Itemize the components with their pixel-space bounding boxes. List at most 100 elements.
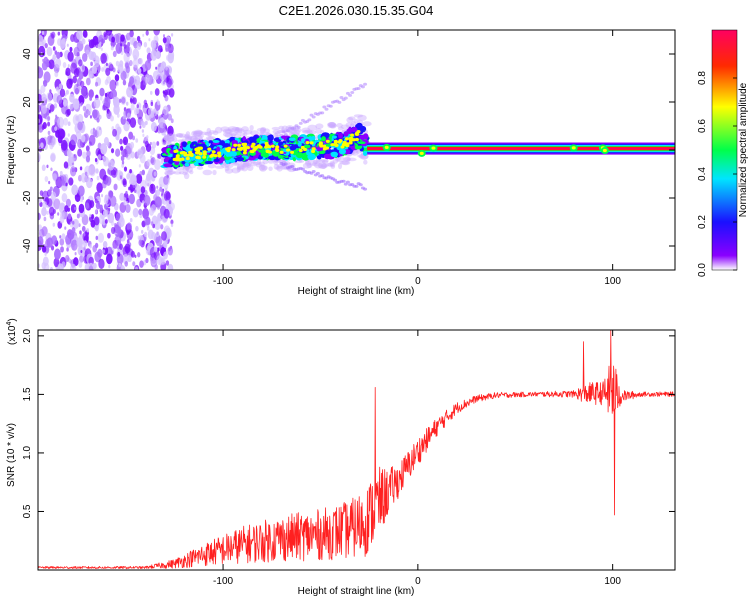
- trace-halo: [250, 130, 260, 136]
- noise-blob: [136, 148, 144, 159]
- noise-blob: [124, 243, 131, 254]
- noise-blob: [138, 57, 143, 65]
- trace-halo: [195, 130, 204, 135]
- trace-peak-blob: [267, 145, 272, 149]
- trace-halo: [233, 133, 242, 139]
- noise-blob: [102, 100, 105, 104]
- spectrogram-y-axis-label: Frequency (Hz): [6, 116, 17, 185]
- trace-halo: [212, 169, 217, 176]
- trace-halo: [258, 131, 265, 136]
- noise-blob: [167, 263, 174, 270]
- trace-halo: [311, 162, 321, 167]
- noise-blob: [38, 154, 41, 162]
- trace-halo: [222, 132, 233, 137]
- trace-core-blob: [213, 158, 220, 163]
- trace-halo: [164, 172, 173, 176]
- clean-trace-knot: [384, 145, 389, 149]
- trace-halo: [302, 129, 311, 134]
- snr-panel: -100 0 100 0.5 1.0 1.5 2.0 (x104) SNR (10 * v/…: [6, 318, 676, 597]
- trace-halo: [242, 162, 249, 168]
- noise-blob: [120, 149, 125, 156]
- noise-blob: [139, 125, 142, 129]
- noise-blob: [78, 71, 84, 80]
- noise-blob: [117, 227, 122, 234]
- trace-halo: [235, 126, 240, 134]
- noise-blob: [70, 203, 77, 214]
- noise-blob: [129, 141, 135, 149]
- trace-core-blob: [347, 127, 352, 135]
- trace-halo: [227, 126, 238, 132]
- trace-halo: [231, 167, 241, 174]
- trace-halo: [165, 175, 171, 181]
- noise-blob: [38, 66, 41, 73]
- noise-blob: [143, 231, 148, 238]
- noise-blob: [52, 173, 57, 181]
- trace-peak-blob: [298, 148, 303, 153]
- trace-halo: [220, 126, 230, 132]
- noise-blob: [65, 254, 70, 263]
- spectrogram-x-axis-label: Height of straight line (km): [298, 286, 415, 297]
- noise-blob: [132, 207, 139, 218]
- trace-halo: [232, 162, 240, 166]
- noise-blob: [126, 86, 133, 98]
- noise-blob: [130, 174, 137, 186]
- noise-blob: [98, 258, 105, 270]
- trace-core-blob: [231, 139, 238, 145]
- trace-halo: [273, 163, 280, 170]
- noise-blob: [103, 31, 107, 38]
- noise-blob: [167, 53, 174, 64]
- trace-halo: [165, 167, 173, 173]
- noise-blob: [109, 30, 113, 33]
- trace-halo: [289, 129, 298, 135]
- trace-halo: [164, 136, 175, 143]
- noise-blob: [104, 194, 109, 201]
- noise-blob: [44, 252, 47, 257]
- trace-peak-blob: [350, 133, 355, 137]
- noise-blob: [122, 136, 129, 146]
- noise-blob: [110, 148, 115, 154]
- noise-blob: [109, 64, 113, 69]
- trace-halo: [189, 170, 194, 175]
- noise-blob: [161, 231, 167, 241]
- noise-blob: [105, 62, 108, 67]
- noise-blob: [72, 75, 77, 84]
- trace-halo: [337, 100, 342, 104]
- noise-blob: [110, 45, 114, 51]
- trace-halo: [242, 160, 252, 167]
- trace-halo: [194, 135, 203, 142]
- noise-blob: [102, 155, 105, 160]
- noise-blob: [69, 103, 74, 110]
- noise-blob: [107, 190, 114, 199]
- noise-blob: [83, 31, 88, 39]
- noise-blob: [118, 262, 122, 268]
- noise-blob: [83, 246, 86, 251]
- noise-blob: [79, 166, 83, 171]
- noise-blob: [167, 113, 173, 121]
- trace-peak-blob: [325, 139, 330, 143]
- noise-blob: [155, 235, 163, 247]
- trace-core-blob: [307, 153, 316, 161]
- noise-blob: [105, 176, 112, 186]
- trace-core-blob: [357, 141, 366, 145]
- trace-halo: [236, 128, 245, 134]
- noise-blob: [80, 197, 84, 203]
- trace-halo: [239, 132, 246, 137]
- noise-blob: [129, 76, 135, 85]
- noise-blob: [89, 244, 92, 249]
- trace-peak-blob: [340, 145, 345, 149]
- noise-blob: [115, 213, 121, 221]
- noise-blob: [126, 112, 132, 120]
- noise-blob: [97, 248, 103, 258]
- snr-y-scale-base: (x10: [7, 325, 18, 345]
- noise-blob: [170, 223, 174, 228]
- noise-blob: [80, 134, 86, 143]
- trace-halo: [337, 126, 344, 131]
- trace-halo: [339, 160, 350, 165]
- noise-blob: [106, 246, 113, 257]
- noise-blob: [141, 200, 145, 205]
- noise-blob: [155, 196, 162, 208]
- trace-halo: [283, 162, 288, 166]
- x-tick-label: -100: [213, 276, 233, 287]
- trace-halo: [202, 169, 213, 176]
- noise-blob: [38, 236, 44, 247]
